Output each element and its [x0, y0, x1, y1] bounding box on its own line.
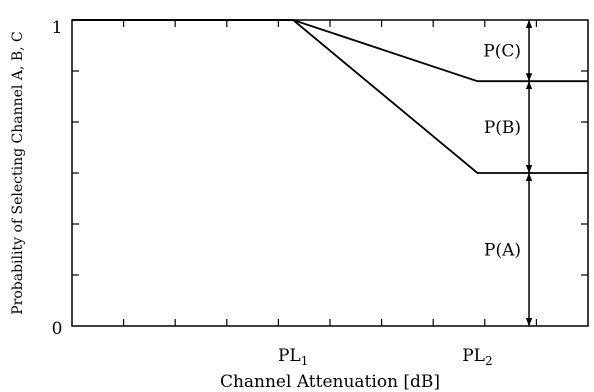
- y-axis-label: Probability of Selecting Channel A, B, C: [10, 31, 26, 315]
- annotation-pa-label: P(A): [484, 241, 521, 261]
- annotation-pc-label: P(C): [483, 42, 521, 62]
- series-line-1: [72, 19, 588, 83]
- y-tick-label-1: 1: [52, 18, 63, 38]
- x-tick-label-pl1: PL1: [278, 346, 308, 368]
- x-tick-label-pl2: PL2: [462, 346, 492, 368]
- y-tick-label-0: 0: [52, 319, 63, 339]
- x-axis-label: Channel Attenuation [dB]: [220, 372, 440, 392]
- series-lines: [72, 19, 588, 174]
- annotation-pb-label: P(B): [484, 118, 521, 138]
- probability-arrows: P(A) P(B) P(C): [483, 20, 533, 326]
